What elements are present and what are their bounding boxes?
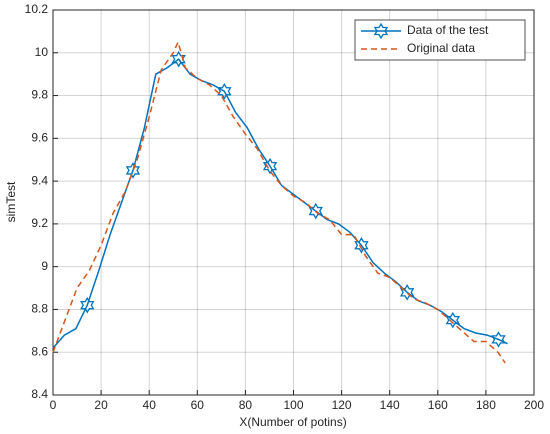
y-tick-label: 8.8 [31, 302, 48, 316]
series-marker [308, 202, 323, 220]
series-marker [354, 236, 369, 254]
series-marker [80, 296, 95, 314]
series-marker [217, 82, 232, 100]
series-marker [491, 331, 506, 348]
x-tick-label: 120 [332, 398, 352, 412]
y-tick-label: 8.4 [31, 387, 48, 401]
y-tick-label: 8.6 [31, 344, 48, 358]
y-axis-label: simTest [4, 181, 18, 222]
x-axis-label: X(Number of potins) [239, 415, 346, 429]
series-marker [171, 50, 186, 68]
legend-label: Data of the test [407, 23, 489, 37]
series-marker [445, 311, 461, 329]
series-marker [125, 162, 141, 179]
plot-frame [52, 9, 535, 396]
x-tick-label: 180 [476, 398, 496, 412]
x-tick-label: 60 [191, 398, 205, 412]
x-tick-label: 100 [283, 398, 303, 412]
y-tick-label: 9.2 [31, 216, 48, 230]
x-tick-label: 80 [239, 398, 253, 412]
x-tick-label: 160 [428, 398, 448, 412]
x-tick-label: 200 [524, 398, 544, 412]
y-tick-label: 9.6 [31, 131, 48, 145]
x-tick-label: 0 [50, 398, 57, 412]
y-tick-label: 9.4 [31, 173, 48, 187]
legend: Data of the test Original data [354, 19, 526, 61]
series-marker [399, 284, 415, 301]
series-marker [262, 157, 278, 175]
x-tick-label: 20 [94, 398, 108, 412]
y-tick-label: 10.2 [25, 2, 49, 16]
y-tick-label: 9.8 [31, 88, 48, 102]
y-tick-label: 9 [41, 259, 48, 273]
series-line [52, 39, 506, 364]
x-tick-label: 140 [380, 398, 400, 412]
legend-box [354, 19, 526, 61]
legend-label: Original data [407, 41, 475, 55]
x-tick-label: 40 [143, 398, 157, 412]
y-tick-label: 10 [35, 45, 49, 59]
legend-marker [373, 22, 389, 40]
